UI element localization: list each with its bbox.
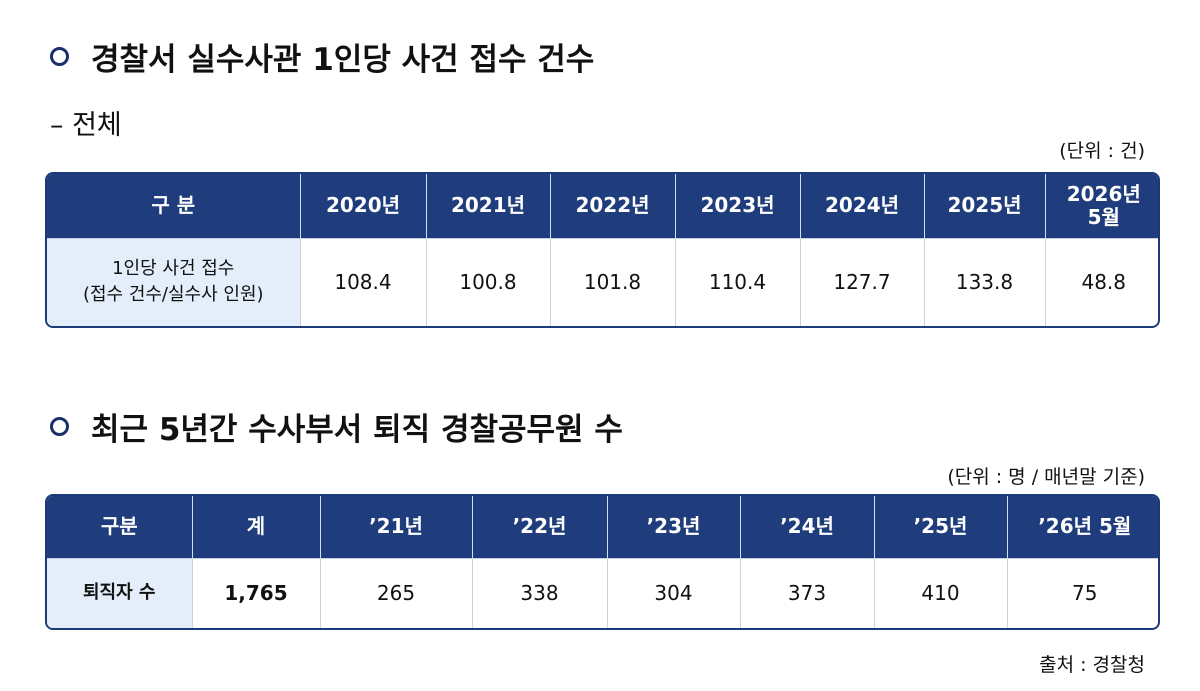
cell: 퇴직자 수 — [47, 557, 192, 628]
header-cell: ’22년 — [471, 496, 607, 558]
cell: 265 — [319, 557, 472, 628]
data-table: 구분 계 ’21년 ’22년 ’23년 ’24년 ’25년 ’26년 5월 퇴직자 수 1,765… — [47, 496, 1158, 628]
header-cell: ’21년 — [319, 496, 472, 558]
cell: 133.8 — [923, 237, 1045, 326]
bullet — [50, 417, 69, 436]
cell: 48.8 — [1044, 237, 1158, 326]
title-text: 최근 5년간 수사부서 퇴직 경찰공무원 수 — [91, 412, 623, 448]
cell: 373 — [739, 557, 874, 628]
header-cell: 2021년 — [425, 174, 550, 238]
body-row: 퇴직자 수 1,765 265 338 304 373 410 75 — [47, 557, 1158, 628]
cell: 101.8 — [549, 237, 675, 326]
cell: 100.8 — [425, 237, 550, 326]
header-cell: 2023년 — [674, 174, 800, 238]
cell: 304 — [606, 557, 740, 628]
table: 구분 계 ’21년 ’22년 ’23년 ’24년 ’25년 ’26년 5월 퇴직자 수 1,765… — [45, 494, 1160, 630]
source: 출처 : 경찰청 — [1039, 654, 1145, 676]
cell: 1인당 사건 접수 (접수 건수/실수사 인원) — [47, 237, 300, 326]
header-row: 구분 계 ’21년 ’22년 ’23년 ’24년 ’25년 ’26년 5월 — [47, 496, 1158, 558]
header-cell: 2020년 — [299, 174, 426, 238]
header-cell: ’24년 — [739, 496, 874, 558]
header-cell: 2026년 5월 — [1044, 174, 1158, 238]
unit: (단위 : 명 / 매년말 기준) — [947, 466, 1145, 488]
section-title: 경찰서 실수사관 1인당 사건 접수 건수 — [50, 34, 594, 79]
header-cell: ’25년 — [873, 496, 1007, 558]
cell: 1,765 — [191, 557, 320, 628]
header-cell: 계 — [191, 496, 320, 558]
header-cell: ’23년 — [606, 496, 740, 558]
table: 구 분 2020년 2021년 2022년 2023년 2024년 2025년 2026년 5… — [45, 172, 1160, 328]
header-cell: 2025년 — [923, 174, 1045, 238]
cell: 108.4 — [299, 237, 426, 326]
data-table: 구 분 2020년 2021년 2022년 2023년 2024년 2025년 2026년 5… — [47, 174, 1158, 326]
body-row: 1인당 사건 접수 (접수 건수/실수사 인원) 108.4 100.8 101.8 1… — [47, 237, 1158, 326]
subtitle: – 전체 — [50, 110, 122, 141]
bullet — [50, 47, 69, 66]
header-cell: 구 분 — [47, 174, 300, 238]
cell: 110.4 — [674, 237, 800, 326]
unit: (단위 : 건) — [1059, 140, 1145, 162]
header-row: 구 분 2020년 2021년 2022년 2023년 2024년 2025년 2026년 5… — [47, 174, 1158, 238]
header-cell: 2022년 — [549, 174, 675, 238]
header-cell: 구분 — [47, 496, 192, 558]
cell: 338 — [471, 557, 607, 628]
title-text: 경찰서 실수사관 1인당 사건 접수 건수 — [91, 42, 595, 78]
section-title: 최근 5년간 수사부서 퇴직 경찰공무원 수 — [50, 404, 623, 449]
cell: 127.7 — [799, 237, 924, 326]
cell: 75 — [1006, 557, 1158, 628]
header-cell: 2024년 — [799, 174, 924, 238]
header-cell: ’26년 5월 — [1006, 496, 1158, 558]
cell: 410 — [873, 557, 1007, 628]
